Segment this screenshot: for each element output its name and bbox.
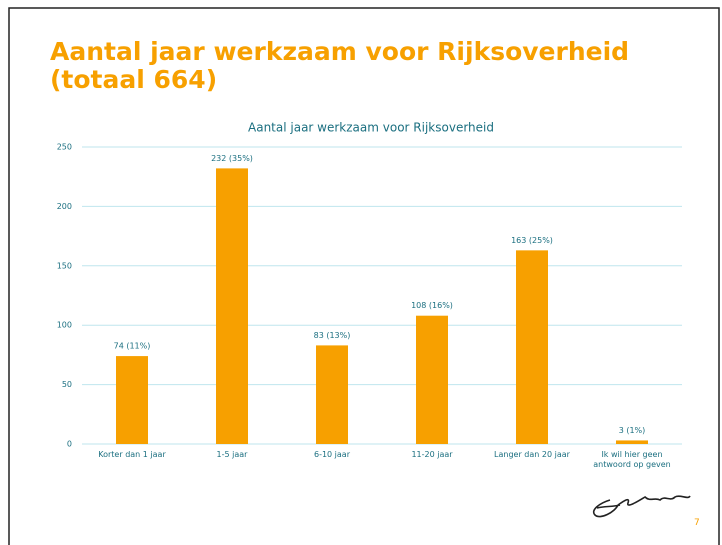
page-number: 7 bbox=[694, 518, 700, 528]
bar bbox=[216, 168, 248, 444]
slide-title: Aantal jaar werkzaam voor Rijksoverheid … bbox=[50, 37, 630, 94]
x-tick-label: Langer dan 20 jaar bbox=[494, 450, 570, 459]
bar bbox=[516, 250, 548, 444]
x-tick-label: Ik wil hier geen antwoord op geven bbox=[593, 450, 671, 469]
bar bbox=[116, 356, 148, 444]
y-tick-label: 250 bbox=[57, 143, 72, 152]
data-label: 3 (1%) bbox=[619, 426, 646, 435]
x-tick-label: 1-5 jaar bbox=[216, 450, 248, 459]
chart-title: Aantal jaar werkzaam voor Rijksoverheid bbox=[248, 121, 494, 135]
x-tick-label: 11-20 jaar bbox=[411, 450, 453, 459]
y-tick-label: 150 bbox=[57, 261, 72, 270]
data-label: 232 (35%) bbox=[211, 154, 253, 163]
logo bbox=[592, 495, 691, 518]
data-label: 74 (11%) bbox=[114, 342, 151, 351]
x-tick-label: 6-10 jaar bbox=[313, 450, 350, 459]
data-label: 108 (16%) bbox=[411, 301, 453, 310]
x-tick-label: Korter dan 1 jaar bbox=[98, 450, 166, 459]
y-tick-label: 0 bbox=[67, 440, 72, 449]
y-tick-label: 50 bbox=[62, 380, 72, 389]
slide-border bbox=[8, 7, 720, 545]
y-tick-label: 100 bbox=[57, 321, 72, 330]
y-tick-label: 200 bbox=[57, 202, 72, 211]
data-label: 163 (25%) bbox=[511, 236, 553, 245]
bar bbox=[616, 440, 648, 444]
data-label: 83 (13%) bbox=[314, 331, 351, 340]
bar bbox=[416, 315, 448, 444]
bar bbox=[316, 345, 348, 444]
